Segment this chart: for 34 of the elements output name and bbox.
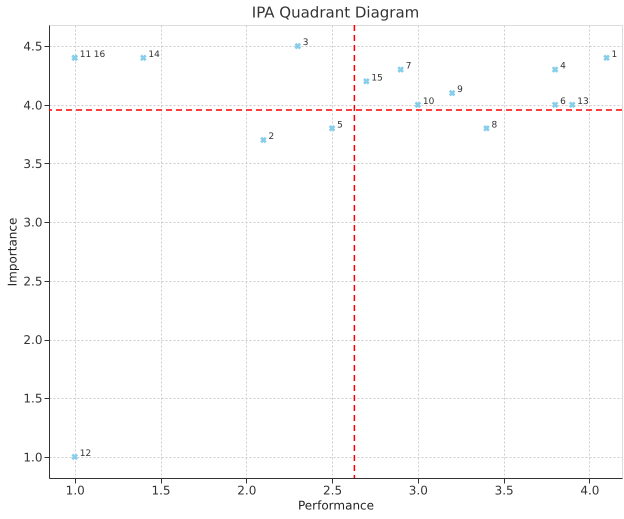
y-tick-label: 4.5 xyxy=(23,40,42,54)
annotation: 15 xyxy=(371,73,383,84)
x-axis-title: Performance xyxy=(298,498,374,512)
annotation: 13 xyxy=(577,96,589,107)
x-tick-label: 3.5 xyxy=(494,484,514,498)
x-tick-label: 1.0 xyxy=(66,484,85,498)
chart-title: IPA Quadrant Diagram xyxy=(252,3,420,22)
annotation: 1 xyxy=(612,50,618,60)
annotation: 9 xyxy=(457,85,464,96)
y-tick-label: 3.0 xyxy=(23,216,42,230)
annotation: 14 xyxy=(148,50,160,60)
annotation: 8 xyxy=(491,120,498,130)
x-tick-label: 3.0 xyxy=(408,484,428,498)
y-tick-label: 4.0 xyxy=(23,98,42,112)
annotation: 11 xyxy=(80,50,92,60)
y-tick-label: 1.5 xyxy=(23,392,42,406)
x-tick-label: 1.5 xyxy=(151,484,171,498)
annotation: 4 xyxy=(560,62,566,72)
y-tick-label: 2.5 xyxy=(23,274,42,288)
annotation: 3 xyxy=(302,38,308,48)
y-tick-label: 2.0 xyxy=(23,333,42,348)
annotation: 10 xyxy=(422,96,435,107)
annotation: 16 xyxy=(94,50,106,60)
annotation: 2 xyxy=(268,132,274,142)
y-axis-title: Importance xyxy=(5,218,20,286)
annotation: 7 xyxy=(406,62,412,72)
annotation: 6 xyxy=(560,96,566,107)
x-tick-label: 2.5 xyxy=(323,484,342,498)
x-tick-label: 4.0 xyxy=(580,484,600,498)
y-tick-label: 3.5 xyxy=(23,156,42,171)
y-tick-label: 1.0 xyxy=(23,450,42,464)
annotation: 5 xyxy=(337,120,343,130)
x-tick-label: 2.0 xyxy=(237,484,256,498)
annotation: 12 xyxy=(80,448,92,459)
